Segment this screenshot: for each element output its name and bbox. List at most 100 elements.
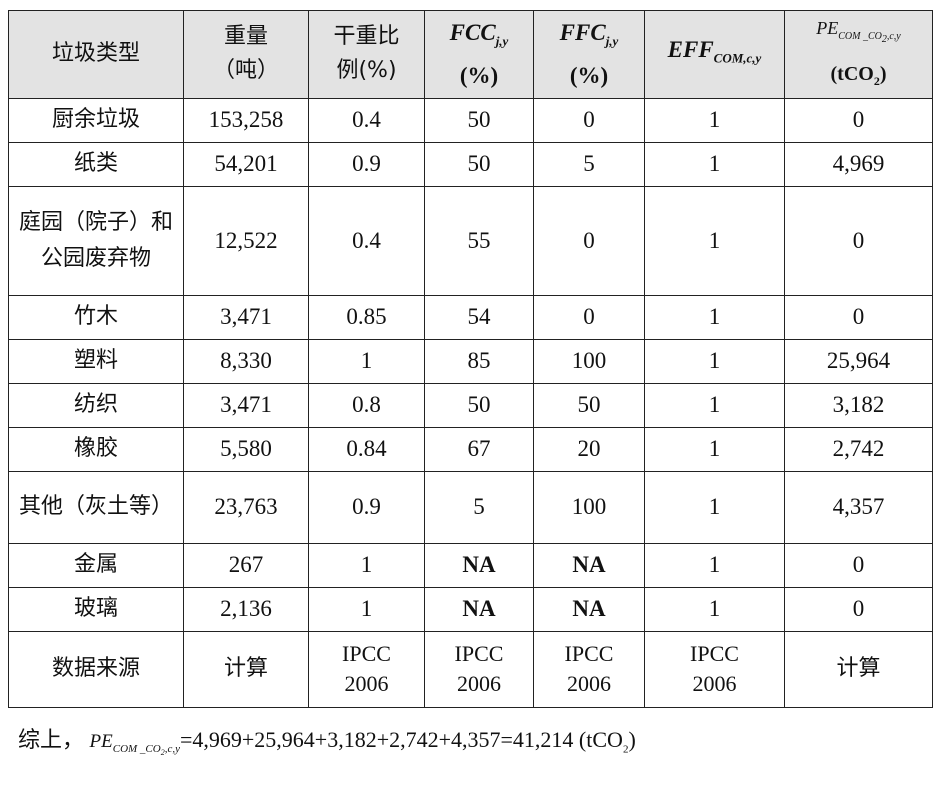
source-pe: 计算	[784, 630, 933, 708]
header-dry-line1: 干重比	[333, 24, 400, 50]
cell-pe: 3,182	[784, 382, 933, 428]
source-dry: IPCC 2006	[308, 630, 425, 708]
source-fcc: IPCC 2006	[424, 630, 534, 708]
table-row: 塑料 8,330 1 85 100 1 25,964	[8, 338, 933, 384]
cell-dry: 0.8	[308, 382, 425, 428]
cell-weight: 2,136	[183, 586, 309, 632]
cell-ffc: 100	[533, 338, 645, 384]
table-row: 橡胶 5,580 0.84 67 20 1 2,742	[8, 426, 933, 472]
ffc-subscript: j,y	[605, 33, 619, 49]
cell-eff: 1	[644, 426, 785, 472]
cell-weight: 12,522	[183, 185, 309, 296]
cell-dry: 0.4	[308, 185, 425, 296]
summary-pe-sub3: ,c,y	[164, 743, 180, 756]
cell-ffc: 0	[533, 294, 645, 340]
header-pe: PECOM _CO2,c,y (tCO2)	[784, 10, 933, 99]
cell-type: 金属	[8, 542, 184, 588]
cell-eff: 1	[644, 97, 785, 143]
cell-weight: 23,763	[183, 470, 309, 544]
cell-pe: 0	[784, 294, 933, 340]
summary-formula: 综上， PECOM _CO2,c,y=4,969+25,964+3,182+2,…	[18, 722, 636, 758]
cell-dry: 0.84	[308, 426, 425, 472]
table-row: 庭园（院子）和公园废弃物 12,522 0.4 55 0 1 0	[8, 185, 933, 296]
cell-type: 纸类	[8, 141, 184, 187]
cell-eff: 1	[644, 294, 785, 340]
cell-fcc: 67	[424, 426, 534, 472]
cell-weight: 153,258	[183, 97, 309, 143]
cell-eff: 1	[644, 141, 785, 187]
cell-fcc: 54	[424, 294, 534, 340]
cell-pe: 25,964	[784, 338, 933, 384]
header-dry-ratio: 干重比 例(%)	[308, 10, 425, 99]
table-row: 其他（灰土等） 23,763 0.9 5 100 1 4,357	[8, 470, 933, 544]
cell-ffc: NA	[533, 542, 645, 588]
table-row: 竹木 3,471 0.85 54 0 1 0	[8, 294, 933, 340]
cell-weight: 8,330	[183, 338, 309, 384]
pe-subscript: COM _CO	[838, 30, 882, 42]
eff-subscript: COM,c,y	[713, 50, 762, 66]
cell-ffc: 0	[533, 185, 645, 296]
summary-expression: =4,969+25,964+3,182+2,742+4,357=41,214 (…	[179, 727, 623, 752]
source-type: 数据来源	[8, 630, 184, 708]
source-ffc: IPCC 2006	[533, 630, 645, 708]
source-row: 数据来源 计算 IPCC 2006 IPCC 2006 IPCC 2006 IPCC 20…	[8, 630, 933, 708]
summary-end: )	[628, 727, 636, 752]
cell-ffc: 5	[533, 141, 645, 187]
cell-ffc: 50	[533, 382, 645, 428]
summary-label: 综上，	[18, 728, 85, 753]
table-row: 纸类 54,201 0.9 50 5 1 4,969	[8, 141, 933, 187]
table-row: 玻璃 2,136 1 NA NA 1 0	[8, 586, 933, 632]
header-eff: EFFCOM,c,y	[644, 10, 785, 99]
cell-type: 厨余垃圾	[8, 97, 184, 143]
ffc-unit: (%)	[569, 62, 609, 88]
cell-eff: 1	[644, 338, 785, 384]
pe-unit-sub: 2	[873, 73, 880, 88]
cell-eff: 1	[644, 586, 785, 632]
cell-weight: 3,471	[183, 382, 309, 428]
cell-dry: 0.4	[308, 97, 425, 143]
cell-eff: 1	[644, 382, 785, 428]
cell-type: 纺织	[8, 382, 184, 428]
cell-fcc: 85	[424, 338, 534, 384]
table-row: 金属 267 1 NA NA 1 0	[8, 542, 933, 588]
cell-pe: 0	[784, 97, 933, 143]
cell-fcc: NA	[424, 586, 534, 632]
header-weight: 重量 （吨）	[183, 10, 309, 99]
cell-dry: 1	[308, 338, 425, 384]
cell-eff: 1	[644, 470, 785, 544]
cell-type: 竹木	[8, 294, 184, 340]
cell-fcc: 50	[424, 382, 534, 428]
cell-weight: 267	[183, 542, 309, 588]
header-weight-line1: 重量	[223, 24, 268, 50]
header-waste-type: 垃圾类型	[8, 10, 184, 99]
cell-ffc: 0	[533, 97, 645, 143]
cell-pe: 2,742	[784, 426, 933, 472]
pe-unit-close: )	[879, 62, 887, 85]
cell-dry: 1	[308, 542, 425, 588]
fcc-subscript: j,y	[495, 33, 509, 49]
cell-dry: 1	[308, 586, 425, 632]
table-row: 厨余垃圾 153,258 0.4 50 0 1 0	[8, 97, 933, 143]
cell-weight: 5,580	[183, 426, 309, 472]
cell-ffc: 100	[533, 470, 645, 544]
cell-fcc: NA	[424, 542, 534, 588]
source-weight: 计算	[183, 630, 309, 708]
cell-eff: 1	[644, 185, 785, 296]
cell-fcc: 5	[424, 470, 534, 544]
cell-type: 庭园（院子）和公园废弃物	[8, 185, 184, 296]
pe-unit: (tCO	[830, 62, 874, 85]
cell-dry: 0.9	[308, 141, 425, 187]
pe-subscript-2: 2	[881, 33, 887, 45]
summary-unit-sub: 2	[622, 743, 629, 756]
summary-pe-sub2: 2	[160, 748, 165, 758]
cell-pe: 0	[784, 542, 933, 588]
header-fcc: FCCj,y (%)	[424, 10, 534, 99]
summary-pe-symbol: PE	[89, 731, 113, 752]
table-row: 纺织 3,471 0.8 50 50 1 3,182	[8, 382, 933, 428]
cell-pe: 4,357	[784, 470, 933, 544]
fcc-symbol: FCC	[449, 20, 496, 45]
cell-fcc: 50	[424, 97, 534, 143]
cell-pe: 0	[784, 185, 933, 296]
cell-type: 塑料	[8, 338, 184, 384]
header-row: 垃圾类型 重量 （吨） 干重比 例(%) FCCj,y (%) FFCj,y (%) E…	[8, 10, 933, 99]
